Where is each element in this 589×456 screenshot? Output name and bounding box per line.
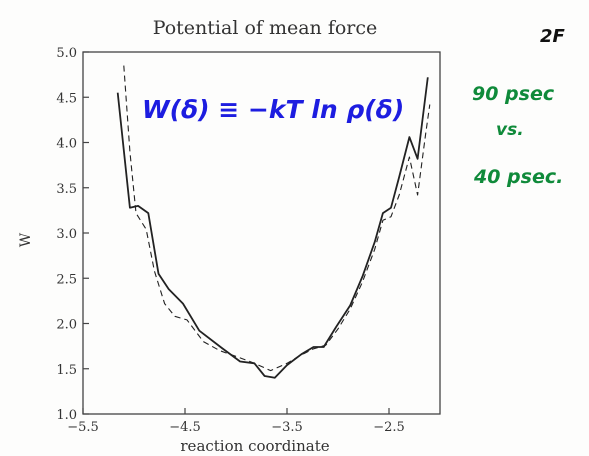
axis-ticks: −5.5 −4.5 −3.5 −2.5 1.0 1.5 2.0 2.5 3.0 3.5 4.0 4.5…	[56, 46, 404, 435]
y-tick-label: 2.5	[56, 272, 77, 287]
x-axis-label: reaction coordinate	[180, 437, 329, 455]
series-group	[116, 65, 431, 379]
series-line-dashed	[123, 65, 431, 372]
handwritten-page-mark: 2F	[540, 26, 566, 47]
handwritten-equation: W(δ) ≡ −kT ln ρ(δ)	[142, 95, 404, 124]
y-tick-label: 1.0	[56, 408, 77, 423]
y-tick-label: 1.5	[56, 363, 77, 378]
y-tick-label: 5.0	[56, 46, 77, 61]
handwritten-note-line1: 90 psec	[472, 83, 555, 105]
y-tick-label: 4.5	[56, 91, 77, 106]
x-tick-label: −3.5	[271, 420, 303, 435]
y-tick-label: 4.0	[56, 137, 77, 152]
x-tick-label: −5.5	[67, 420, 99, 435]
series-line-solid	[116, 77, 429, 379]
x-tick-label: −2.5	[373, 420, 405, 435]
y-tick-label: 3.5	[56, 182, 77, 197]
handwritten-note-line2: vs.	[496, 120, 524, 140]
y-tick-label: 2.0	[56, 318, 77, 333]
x-tick-label: −4.5	[169, 420, 201, 435]
chart-title: Potential of mean force	[153, 17, 378, 39]
y-axis-label: W	[18, 232, 34, 247]
handwritten-note-line3: 40 psec.	[473, 166, 563, 188]
y-tick-label: 3.0	[56, 227, 77, 242]
